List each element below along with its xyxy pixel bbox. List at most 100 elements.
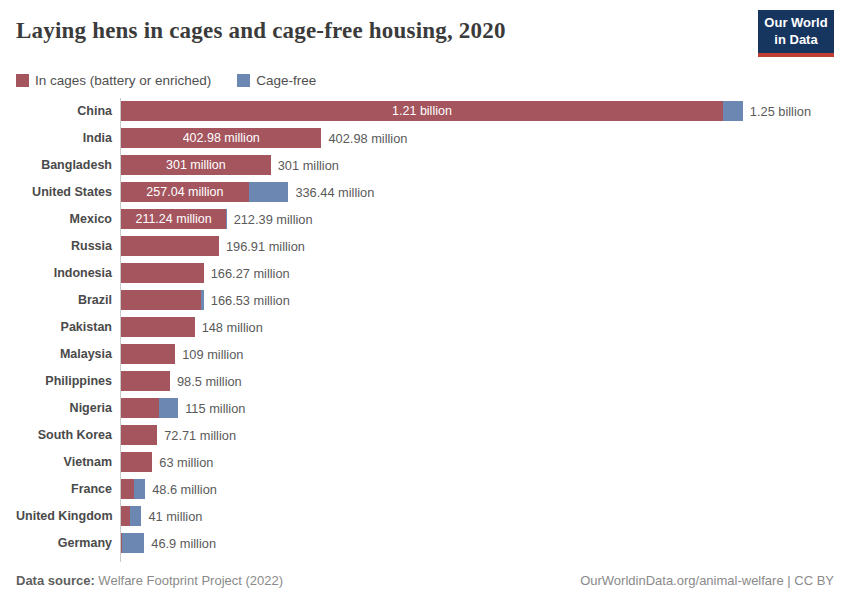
bar-row: South Korea 72.71 million (16, 422, 834, 449)
bar-inside-label: 211.24 million (135, 212, 211, 226)
bar-track: 402.98 million402.98 million (120, 125, 834, 152)
country-label: Bangladesh (16, 158, 120, 172)
cage-free-bar-segment[interactable] (226, 209, 227, 229)
chart-header: Laying hens in cages and cage-free housi… (16, 12, 834, 57)
bar-chart: China1.21 billion1.25 billionIndia402.98… (16, 98, 834, 562)
bar-track: 72.71 million (120, 422, 834, 449)
caged-bar-segment[interactable]: 211.24 million (121, 209, 226, 229)
bar-track: 148 million (120, 314, 834, 341)
bar-track: 257.04 million 336.44 million (120, 179, 834, 206)
country-label: Germany (16, 536, 120, 550)
cage-free-bar-segment[interactable] (201, 290, 204, 310)
bar-track: 115 million (120, 395, 834, 422)
country-label: United Kingdom (16, 509, 120, 523)
bar-inside-label: 402.98 million (183, 131, 260, 145)
country-label: United States (16, 185, 120, 199)
caged-bar-segment[interactable]: 402.98 million (121, 128, 321, 148)
caged-bar-segment[interactable]: 1.21 billion (121, 101, 723, 121)
caged-bar-segment[interactable] (121, 344, 175, 364)
caged-bar-segment[interactable] (121, 263, 204, 283)
owid-credit-link[interactable]: OurWorldinData.org/animal-welfare | CC B… (580, 573, 834, 588)
bar-row: Pakistan148 million (16, 314, 834, 341)
legend-label: Cage-free (256, 73, 316, 88)
data-source-label: Data source: (16, 573, 95, 588)
bar-track: 301 million 301 million (120, 152, 834, 179)
bar-total-label: 63 million (159, 455, 213, 470)
country-label: Malaysia (16, 347, 120, 361)
country-label: Indonesia (16, 266, 120, 280)
caged-bar-segment[interactable] (121, 452, 152, 472)
bar-row: France48.6 million (16, 476, 834, 503)
bar-track: 41 million (120, 503, 834, 530)
legend-swatch (237, 74, 250, 87)
bar-inside-label: 1.21 billion (392, 104, 452, 118)
cage-free-bar-segment[interactable] (122, 533, 144, 553)
axis-line-cap (120, 557, 834, 562)
caged-bar-segment[interactable] (121, 479, 134, 499)
country-label: Brazil (16, 293, 120, 307)
cage-free-bar-segment[interactable] (723, 101, 743, 121)
country-label: Pakistan (16, 320, 120, 334)
bar-row: Indonesia166.27 million (16, 260, 834, 287)
legend-label: In cages (battery or enriched) (35, 73, 211, 88)
caged-bar-segment[interactable]: 257.04 million (121, 182, 249, 202)
legend-item-cage-free: Cage-free (237, 73, 316, 88)
bar-row: China 1.21 billion 1.25 billion (16, 98, 834, 125)
legend-swatch (16, 74, 29, 87)
bar-total-label: 72.71 million (164, 428, 236, 443)
bar-total-label: 48.6 million (152, 482, 217, 497)
bar-inside-label: 301 million (166, 158, 226, 172)
bar-total-label: 196.91 million (226, 239, 305, 254)
bar-row: Nigeria 115 million (16, 395, 834, 422)
bar-row: United States257.04 million 336.44 millio… (16, 179, 834, 206)
caged-bar-segment[interactable] (121, 371, 170, 391)
bar-total-label: 336.44 million (295, 185, 374, 200)
bar-track: 98.5 million (120, 368, 834, 395)
bar-total-label: 41 million (148, 509, 202, 524)
cage-free-bar-segment[interactable] (159, 398, 178, 418)
owid-logo-line1: Our World (762, 15, 830, 32)
bar-total-label: 301 million (278, 158, 339, 173)
bar-row: Vietnam63 million (16, 449, 834, 476)
country-label: South Korea (16, 428, 120, 442)
cage-free-bar-segment[interactable] (249, 182, 289, 202)
bar-row: Mexico 211.24 million 212.39 million (16, 206, 834, 233)
country-label: Russia (16, 239, 120, 253)
owid-logo[interactable]: Our World in Data (758, 10, 834, 57)
bar-row: Russia 196.91 million (16, 233, 834, 260)
bar-row: Germany46.9 million (16, 530, 834, 557)
bar-track: 166.27 million (120, 260, 834, 287)
bar-row: India402.98 million402.98 million (16, 125, 834, 152)
bar-total-label: 166.53 million (211, 293, 290, 308)
bar-row: Malaysia 109 million (16, 341, 834, 368)
owid-logo-line2: in Data (762, 32, 830, 49)
bar-total-label: 212.39 million (234, 212, 313, 227)
bar-row: Brazil 166.53 million (16, 287, 834, 314)
country-label: Nigeria (16, 401, 120, 415)
bar-total-label: 1.25 billion (750, 104, 811, 119)
bar-track: 63 million (120, 449, 834, 476)
bar-track: 211.24 million 212.39 million (120, 206, 834, 233)
bar-row: United Kingdom 41 million (16, 503, 834, 530)
country-label: India (16, 131, 120, 145)
country-label: China (16, 104, 120, 118)
caged-bar-segment[interactable]: 301 million (121, 155, 271, 175)
caged-bar-segment[interactable] (121, 290, 201, 310)
caged-bar-segment[interactable] (121, 425, 157, 445)
bar-row: Bangladesh 301 million 301 million (16, 152, 834, 179)
cage-free-bar-segment[interactable] (134, 479, 145, 499)
country-label: Mexico (16, 212, 120, 226)
caged-bar-segment[interactable] (121, 236, 219, 256)
bar-total-label: 115 million (185, 401, 245, 416)
bar-total-label: 109 million (182, 347, 243, 362)
bar-track: 196.91 million (120, 233, 834, 260)
caged-bar-segment[interactable] (121, 317, 195, 337)
bar-track: 109 million (120, 341, 834, 368)
caged-bar-segment[interactable] (121, 506, 130, 526)
legend-item-caged: In cages (battery or enriched) (16, 73, 211, 88)
legend: In cages (battery or enriched) Cage-free (16, 73, 834, 88)
bar-track: 1.21 billion 1.25 billion (120, 98, 834, 125)
caged-bar-segment[interactable] (121, 398, 159, 418)
cage-free-bar-segment[interactable] (130, 506, 142, 526)
bar-track: 46.9 million (120, 530, 834, 557)
